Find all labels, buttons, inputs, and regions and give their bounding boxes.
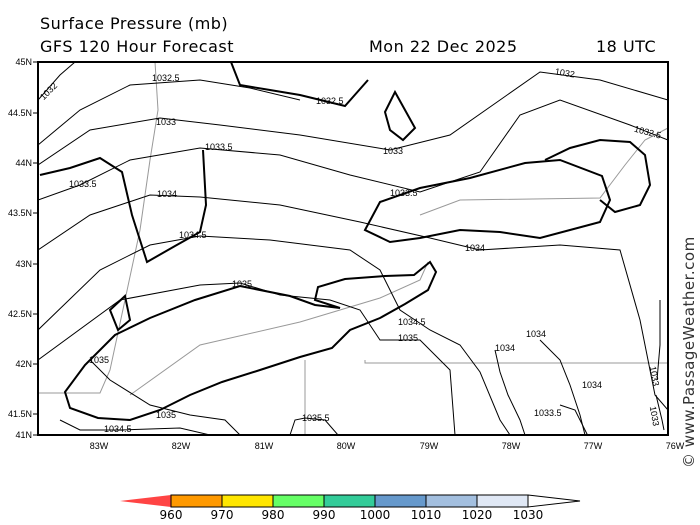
colorbar-label: 970	[211, 508, 234, 522]
isobar-label: 1034.5	[398, 317, 426, 327]
colorbar-low-arrow	[120, 495, 171, 507]
isobar-label: 1033	[648, 365, 661, 386]
isobar-label: 1032.5	[152, 73, 180, 83]
colorbar-label: 980	[262, 508, 285, 522]
lon-label: 82W	[172, 441, 191, 451]
isobar-label: 1034.5	[104, 424, 132, 434]
isobar-label: 1035	[232, 279, 252, 289]
lon-label: 81W	[255, 441, 274, 451]
colorbar-swatch	[221, 494, 274, 508]
lat-label: 41N	[15, 430, 32, 440]
lat-label: 42N	[15, 359, 32, 369]
isobar-label: 1034.5	[179, 230, 207, 240]
watermark: © www.PassageWeather.com	[680, 236, 698, 468]
isobar-label: 1034	[465, 243, 485, 253]
lat-label: 43.5N	[8, 208, 32, 218]
lat-label: 43N	[15, 259, 32, 269]
colorbar-label: 1000	[360, 508, 391, 522]
forecast-time: 18 UTC	[596, 37, 657, 56]
colorbar-swatch	[272, 494, 325, 508]
lat-label: 45N	[15, 57, 32, 67]
lon-label: 83W	[90, 441, 109, 451]
colorbar-label: 1010	[411, 508, 442, 522]
isobar-label: 1035.5	[302, 413, 330, 423]
lat-label: 41.5N	[8, 409, 32, 419]
political-borders	[38, 62, 668, 435]
isobar-label: 1035	[89, 355, 109, 365]
isobar-label: 1033.5	[205, 142, 233, 152]
isobar-label: 1033	[383, 146, 403, 156]
lon-label: 76W	[666, 441, 685, 451]
isobar-label: 1032.5	[316, 96, 344, 106]
lon-label: 78W	[502, 441, 521, 451]
colorbar-high-arrow	[527, 494, 581, 508]
colorbar-label: 1020	[462, 508, 493, 522]
lon-label: 77W	[584, 441, 603, 451]
lon-label: 80W	[337, 441, 356, 451]
longitude-axis: 83W 82W 81W 80W 79W 78W 77W 76W	[90, 441, 685, 451]
forecast-date: Mon 22 Dec 2025	[369, 37, 518, 56]
lon-label: 79W	[420, 441, 439, 451]
map-title: Surface Pressure (mb)	[40, 14, 229, 33]
isobar-label: 1034	[582, 380, 602, 390]
isobar-label: 1034	[495, 343, 515, 353]
colorbar-swatch	[476, 494, 529, 508]
isobar-label: 1034	[526, 329, 546, 339]
isobars	[38, 62, 668, 435]
isobar-label: 1035	[156, 410, 176, 420]
colorbar-swatch	[374, 494, 427, 508]
lat-label: 42.5N	[8, 309, 32, 319]
map-frame	[37, 61, 669, 436]
isobar-label: 1033	[648, 405, 661, 426]
colorbar-label: 960	[160, 508, 183, 522]
isobar-label: 1033.5	[534, 408, 562, 418]
lat-label: 44N	[15, 158, 32, 168]
colorbar-swatch	[323, 494, 376, 508]
forecast-label: GFS 120 Hour Forecast	[40, 37, 235, 56]
lat-label: 44.5N	[8, 108, 32, 118]
colorbar-swatch	[425, 494, 478, 508]
isobar-label: 1033.5	[69, 179, 97, 189]
colorbar-label: 990	[313, 508, 336, 522]
coastlines	[39, 62, 652, 422]
isobar-labels: 1032 1032 1032.5 1032.5 1032.5 1033 1033…	[38, 66, 662, 434]
pressure-colorbar	[120, 494, 581, 508]
isobar-label: 1034	[157, 189, 177, 199]
colorbar-label: 1030	[513, 508, 544, 522]
colorbar-swatch	[170, 494, 223, 508]
isobar-label: 1033.5	[390, 188, 418, 198]
isobar-label: 1032	[38, 81, 59, 102]
latitude-axis	[33, 61, 38, 436]
isobar-label: 1032	[554, 66, 575, 79]
isobar-label: 1033	[156, 117, 176, 127]
isobar-label: 1035	[398, 333, 418, 343]
